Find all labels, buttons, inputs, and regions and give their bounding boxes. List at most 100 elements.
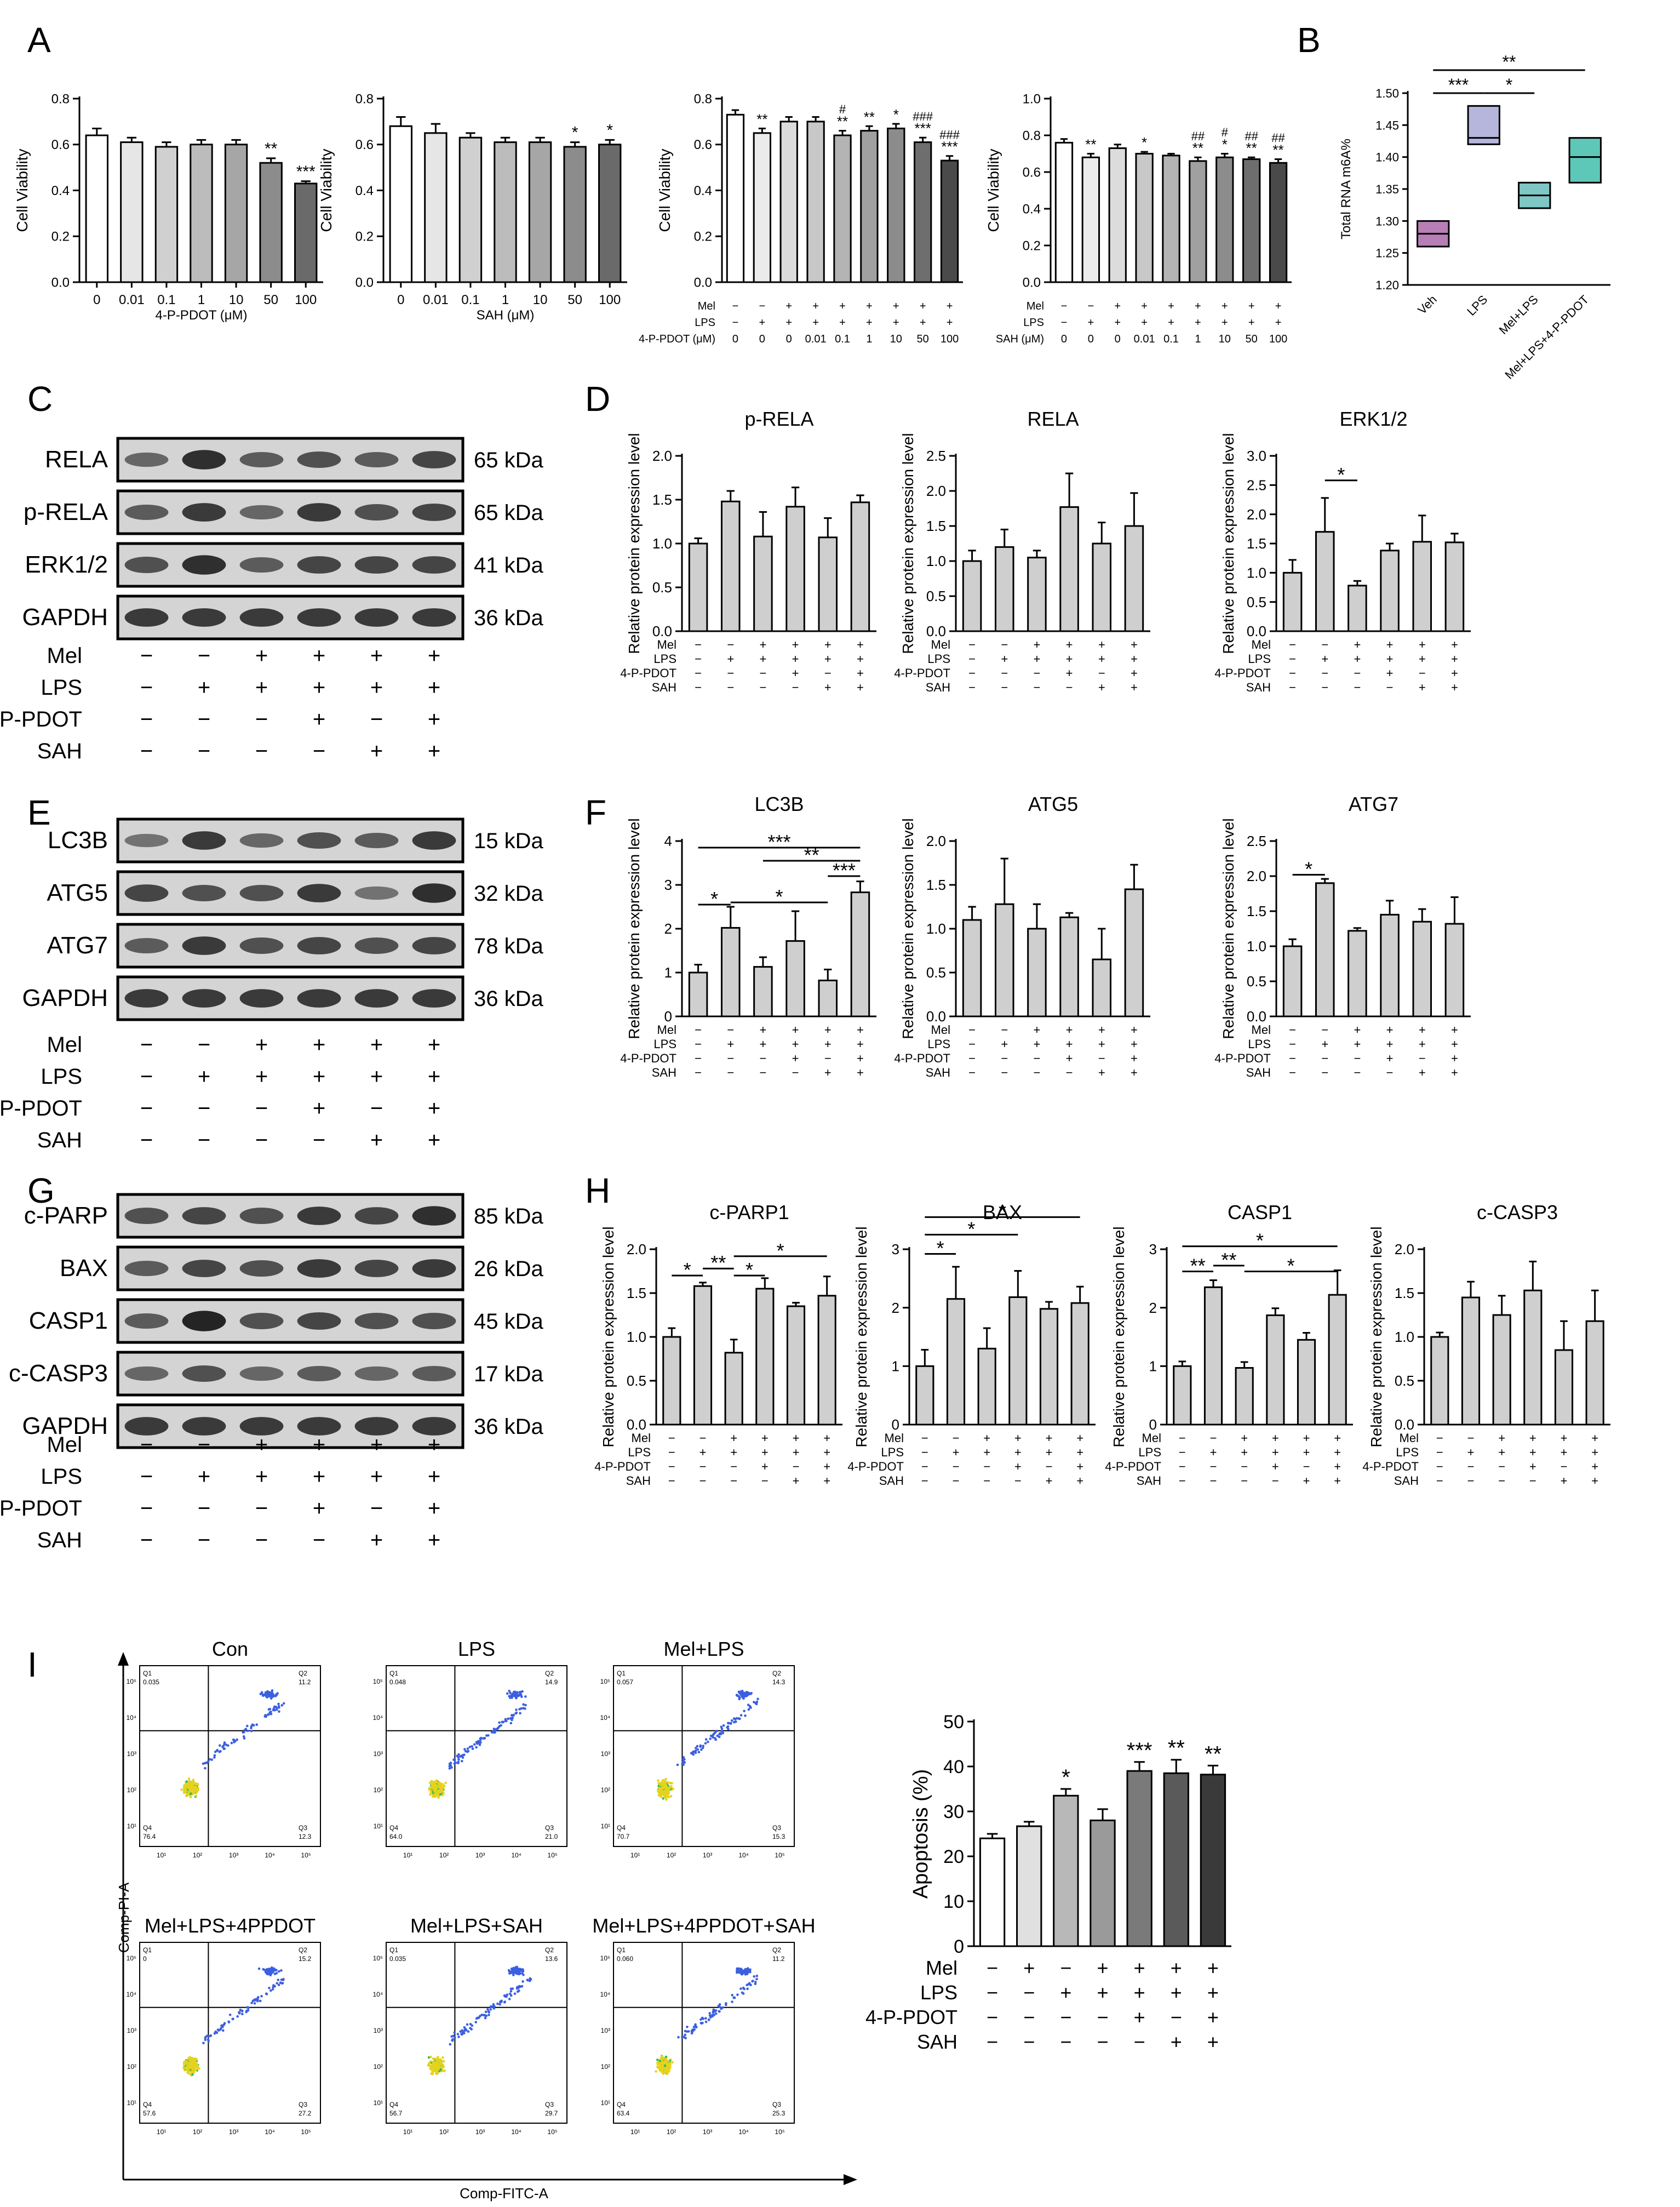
blot-band xyxy=(297,556,341,574)
blot-matrix-cell: − xyxy=(198,707,210,731)
significance-label: ** xyxy=(864,108,875,125)
quant-matrix-cell: + xyxy=(857,1037,864,1051)
quant-matrix-row-label: Mel xyxy=(931,638,950,651)
bar xyxy=(994,903,1014,1017)
matrix-cell: 50 xyxy=(1246,333,1258,345)
bar xyxy=(726,113,745,283)
blot-band xyxy=(239,451,284,468)
matrix-cell: + xyxy=(1060,1981,1071,2004)
blot-band xyxy=(182,1260,226,1277)
blot-matrix-cell: + xyxy=(370,676,383,700)
flow-plot-frame xyxy=(386,1942,567,2124)
blot-band xyxy=(354,1366,399,1381)
chart-title: c-PARP1 xyxy=(709,1201,789,1223)
flow-y-tick: 10⁵ xyxy=(127,1954,136,1962)
quant-matrix-row-label: LPS xyxy=(881,1445,904,1459)
flow-y-tick: 10² xyxy=(374,2063,383,2071)
quadrant-value: 0 xyxy=(143,1955,147,1963)
blot-matrix-row-label: Mel xyxy=(47,1033,82,1057)
blot-band xyxy=(354,556,399,574)
quant-matrix-cell: + xyxy=(823,1445,830,1459)
quadrant-name: Q2 xyxy=(545,1669,554,1677)
flow-dot-cloud xyxy=(427,1965,532,2076)
quant-matrix-cell: + xyxy=(1354,652,1361,666)
quant-matrix-cell: − xyxy=(1303,1460,1310,1473)
quant-matrix-row-label: 4-P-PDOT xyxy=(1214,1051,1271,1065)
significance-label-hash: # xyxy=(1222,125,1229,139)
quant-matrix-cell: + xyxy=(727,652,734,666)
quant-matrix-cell: + xyxy=(730,1431,737,1445)
x-axis-label: SAH (μM) xyxy=(477,308,535,323)
quadrant-name: Q2 xyxy=(545,1946,554,1954)
quant-matrix-cell: + xyxy=(792,1037,799,1051)
y-tick-label: 1.0 xyxy=(1247,564,1266,581)
matrix-cell: 0 xyxy=(1088,333,1094,345)
flow-y-tick: 10² xyxy=(601,1786,610,1794)
blot-band xyxy=(354,886,399,900)
quant-matrix-cell: + xyxy=(1210,1445,1217,1459)
blot-band xyxy=(182,989,226,1008)
bar xyxy=(85,134,108,283)
y-tick-label: 1 xyxy=(664,964,672,981)
blot-band xyxy=(182,503,226,522)
y-tick-label: 0.4 xyxy=(51,184,70,198)
chart-title: CASP1 xyxy=(1228,1201,1292,1223)
quant-matrix-row-label: Mel xyxy=(657,1023,676,1037)
flow-x-tick: 10¹ xyxy=(630,1851,640,1859)
bar xyxy=(1235,1367,1254,1426)
quant-matrix-cell: − xyxy=(1436,1445,1443,1459)
y-tick-label: 1.5 xyxy=(627,1285,646,1301)
y-tick-label: 1.5 xyxy=(1247,535,1266,552)
bar xyxy=(1090,1819,1116,1947)
quant-matrix-cell: + xyxy=(1272,1445,1279,1459)
y-tick-label: 1.5 xyxy=(1247,903,1266,919)
bar xyxy=(294,182,318,283)
bracket-label: * xyxy=(777,1239,784,1262)
quant-matrix-row-label: LPS xyxy=(653,1037,676,1051)
flow-y-tick: 10³ xyxy=(601,1750,610,1758)
y-tick-label: 1.35 xyxy=(1375,182,1399,196)
blot-size-label: 36 kDa xyxy=(474,606,543,630)
y-axis-label: Relative protein expression level xyxy=(1220,433,1237,654)
quant-matrix-row-label: 4-P-PDOT xyxy=(1105,1460,1161,1473)
matrix-cell: + xyxy=(1134,1957,1145,1979)
matrix-row-label: Mel xyxy=(698,300,715,312)
matrix-row-label: Mel xyxy=(926,1957,957,1979)
quant-matrix-cell: + xyxy=(1419,1023,1426,1037)
quant-matrix-cell: − xyxy=(792,681,799,694)
flow-y-tick: 10³ xyxy=(127,2027,136,2034)
quant-matrix-cell: + xyxy=(759,638,766,651)
blot-matrix-cell: − xyxy=(198,1128,210,1152)
x-tick-label: 0.1 xyxy=(461,293,479,307)
bracket-label: * xyxy=(1256,1230,1264,1252)
bar xyxy=(1297,1339,1316,1426)
x-tick-label: 0 xyxy=(93,293,100,307)
matrix-cell: + xyxy=(947,317,953,329)
y-tick-label: 1.50 xyxy=(1375,87,1399,100)
quant-matrix-cell: + xyxy=(792,638,799,651)
quant-matrix-cell: + xyxy=(857,1051,864,1065)
quant-matrix-row-label: Mel xyxy=(931,1023,950,1037)
y-tick-label: 0 xyxy=(954,1936,964,1957)
x-tick-label: 0.01 xyxy=(423,293,449,307)
blot-matrix-cell: + xyxy=(428,707,440,731)
matrix-cell: + xyxy=(1097,1981,1108,2004)
y-tick-label: 1.5 xyxy=(652,491,672,508)
quant-matrix-cell: + xyxy=(824,1037,832,1051)
quant-matrix-cell: + xyxy=(699,1445,707,1459)
blot-matrix-cell: + xyxy=(428,739,440,763)
matrix-cell: + xyxy=(1248,300,1255,312)
bar xyxy=(1380,550,1400,632)
quant-matrix-row-label: LPS xyxy=(653,652,676,666)
quadrant-value: 27.2 xyxy=(299,2109,312,2117)
flow-y-tick: 10² xyxy=(127,2063,136,2071)
quant-matrix-cell: − xyxy=(1321,638,1328,651)
quadrant-name: Q3 xyxy=(545,2101,554,2108)
matrix-cell: + xyxy=(1195,317,1201,329)
bar xyxy=(860,130,879,283)
bar xyxy=(662,1336,681,1426)
blot-matrix-cell: − xyxy=(140,1033,153,1057)
flow-y-label: Comp-PI-A xyxy=(116,1882,132,1953)
y-tick-label: 30 xyxy=(943,1802,964,1822)
quant-matrix-cell: − xyxy=(759,1051,766,1065)
